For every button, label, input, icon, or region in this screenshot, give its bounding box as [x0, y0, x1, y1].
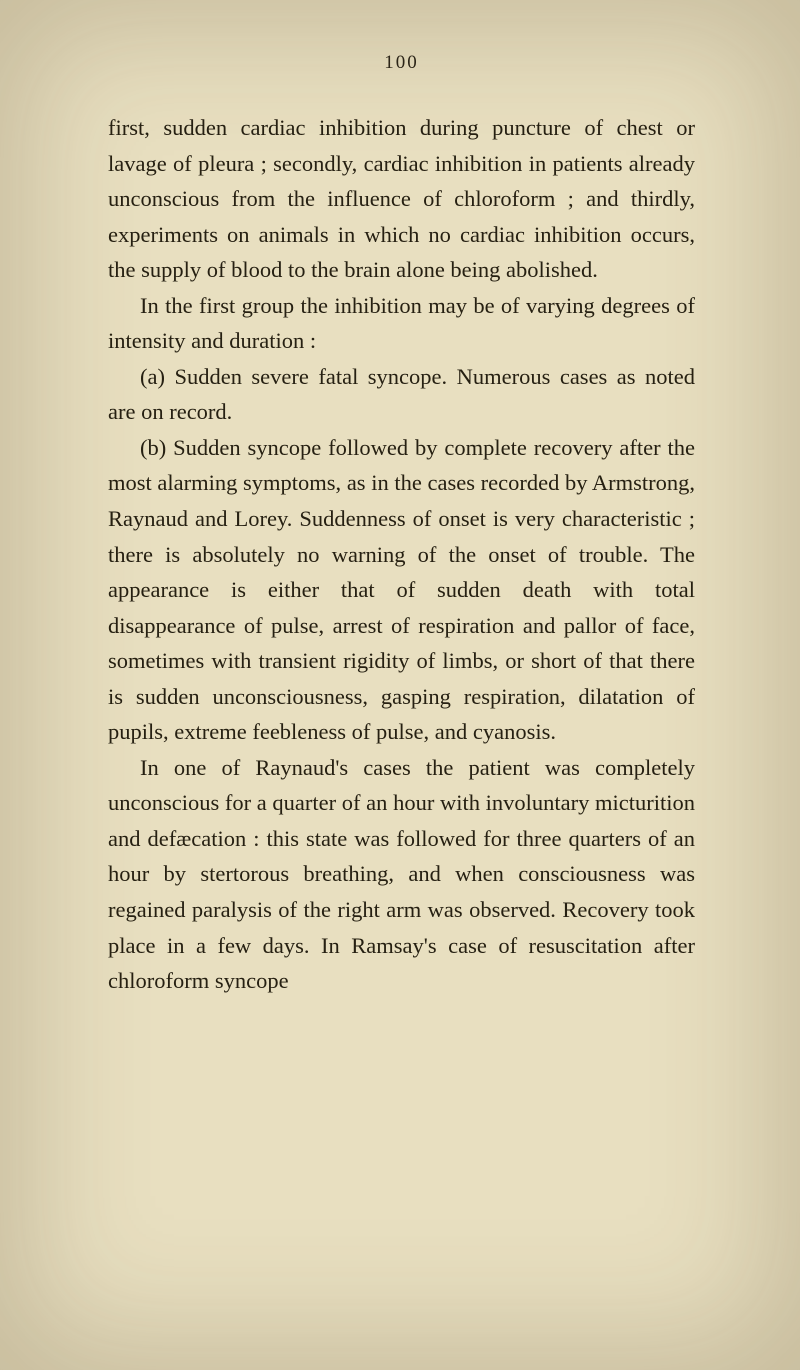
- page-number: 100: [108, 52, 695, 74]
- document-page: 100 first, sudden cardiac inhibition dur…: [0, 0, 800, 1370]
- paragraph-5: In one of Raynaud's cases the patient wa…: [108, 750, 695, 999]
- paragraph-3: (a) Sudden severe fatal syncope. Numerou…: [108, 359, 695, 430]
- paragraph-4: (b) Sudden syncope followed by complete …: [108, 430, 695, 750]
- paragraph-2: In the first group the inhibition may be…: [108, 288, 695, 359]
- body-text-container: first, sudden cardiac inhibition during …: [108, 110, 695, 999]
- paragraph-1: first, sudden cardiac inhibition during …: [108, 110, 695, 288]
